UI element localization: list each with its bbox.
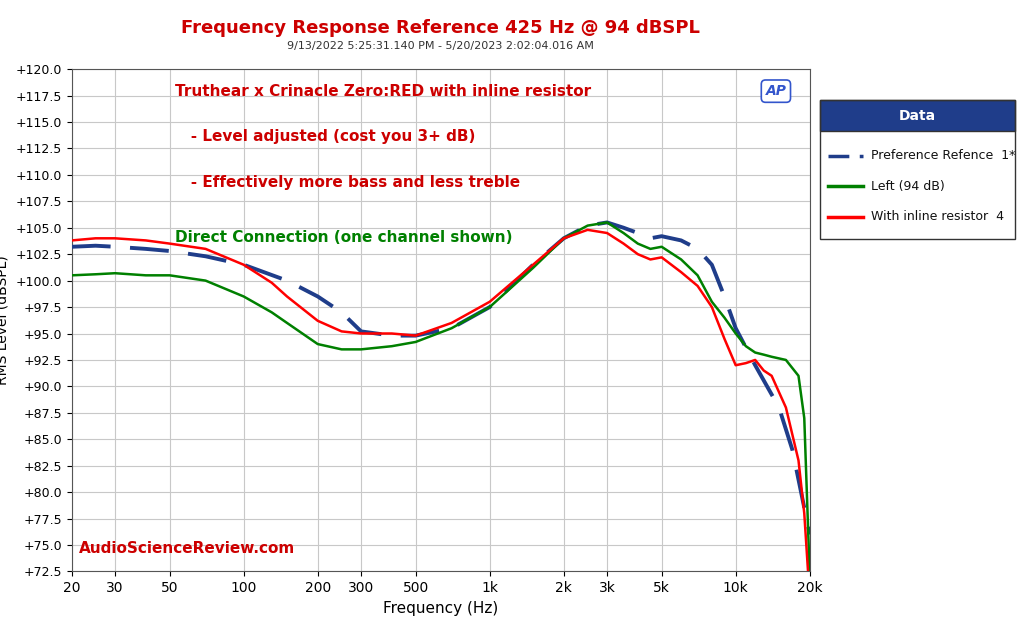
Text: Truthear x Crinacle Zero:RED with inline resistor: Truthear x Crinacle Zero:RED with inline… xyxy=(175,84,591,99)
Text: - Effectively more bass and less treble: - Effectively more bass and less treble xyxy=(175,175,521,190)
Text: Data: Data xyxy=(899,109,936,122)
Text: Direct Connection (one channel shown): Direct Connection (one channel shown) xyxy=(175,230,512,245)
Text: - Level adjusted (cost you 3+ dB): - Level adjusted (cost you 3+ dB) xyxy=(175,129,476,144)
Text: With inline resistor  4: With inline resistor 4 xyxy=(870,210,1003,223)
Text: AP: AP xyxy=(766,84,786,98)
Y-axis label: RMS Level (dBSPL): RMS Level (dBSPL) xyxy=(0,256,10,385)
Bar xyxy=(820,100,1015,131)
Text: Left (94 dB): Left (94 dB) xyxy=(870,180,944,193)
X-axis label: Frequency (Hz): Frequency (Hz) xyxy=(383,601,498,616)
Text: Preference Refence  1*: Preference Refence 1* xyxy=(870,149,1015,162)
Text: 9/13/2022 5:25:31.140 PM - 5/20/2023 2:02:04.016 AM: 9/13/2022 5:25:31.140 PM - 5/20/2023 2:0… xyxy=(287,41,594,51)
Text: Frequency Response Reference 425 Hz @ 94 dBSPL: Frequency Response Reference 425 Hz @ 94… xyxy=(181,19,700,37)
Text: AudioScienceReview.com: AudioScienceReview.com xyxy=(79,541,295,556)
